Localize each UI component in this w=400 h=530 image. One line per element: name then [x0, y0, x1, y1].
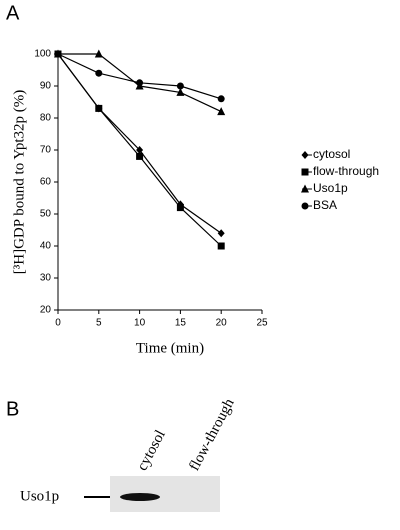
x-tick-label: 25: [256, 318, 268, 329]
marker: [217, 95, 225, 103]
marker: [217, 229, 225, 238]
marker: [54, 50, 62, 58]
marker: [95, 104, 103, 112]
y-tick-label: 30: [40, 273, 52, 284]
marker: [217, 107, 226, 116]
blot-band: [120, 493, 160, 501]
y-tick-label: 20: [40, 305, 52, 316]
marker: [136, 146, 144, 154]
legend-label: Uso1p: [313, 181, 348, 195]
legend-label: BSA: [313, 198, 337, 212]
marker: [94, 49, 103, 58]
blot-protein-label: Uso1p: [20, 488, 59, 504]
blot-membrane: [110, 476, 220, 512]
y-tick-label: 80: [40, 113, 52, 124]
x-axis-label: Time (min): [136, 340, 204, 356]
x-tick-label: 10: [134, 318, 146, 329]
marker: [136, 152, 144, 160]
legend-label: flow-through: [313, 164, 379, 178]
y-tick-label: 90: [40, 81, 52, 92]
y-tick-label: 40: [40, 241, 52, 252]
panel-label: B: [6, 398, 19, 420]
marker: [176, 87, 185, 96]
lane-label: flow-through: [186, 396, 238, 474]
x-tick-label: 15: [175, 318, 187, 329]
legend-marker: [301, 151, 309, 159]
legend-marker: [301, 202, 309, 210]
y-tick-label: 60: [40, 177, 52, 188]
marker: [217, 242, 225, 250]
legend-marker: [301, 168, 309, 176]
x-tick-label: 0: [55, 318, 61, 329]
legend-label: cytosol: [313, 147, 350, 161]
x-tick-label: 5: [96, 318, 102, 329]
y-tick-label: 50: [40, 209, 52, 220]
lane-label: cytosol: [134, 428, 168, 474]
marker: [136, 79, 144, 87]
marker: [176, 82, 184, 90]
y-tick-label: 100: [34, 49, 51, 60]
series-line: [57, 53, 222, 100]
legend-marker: [301, 184, 309, 193]
x-tick-label: 20: [216, 318, 228, 329]
y-tick-label: 70: [40, 145, 52, 156]
marker: [176, 204, 184, 212]
y-axis-label: [³H]GDP bound to Ypt32p (%): [11, 90, 27, 275]
panel-label: A: [6, 2, 20, 24]
marker: [95, 69, 103, 77]
